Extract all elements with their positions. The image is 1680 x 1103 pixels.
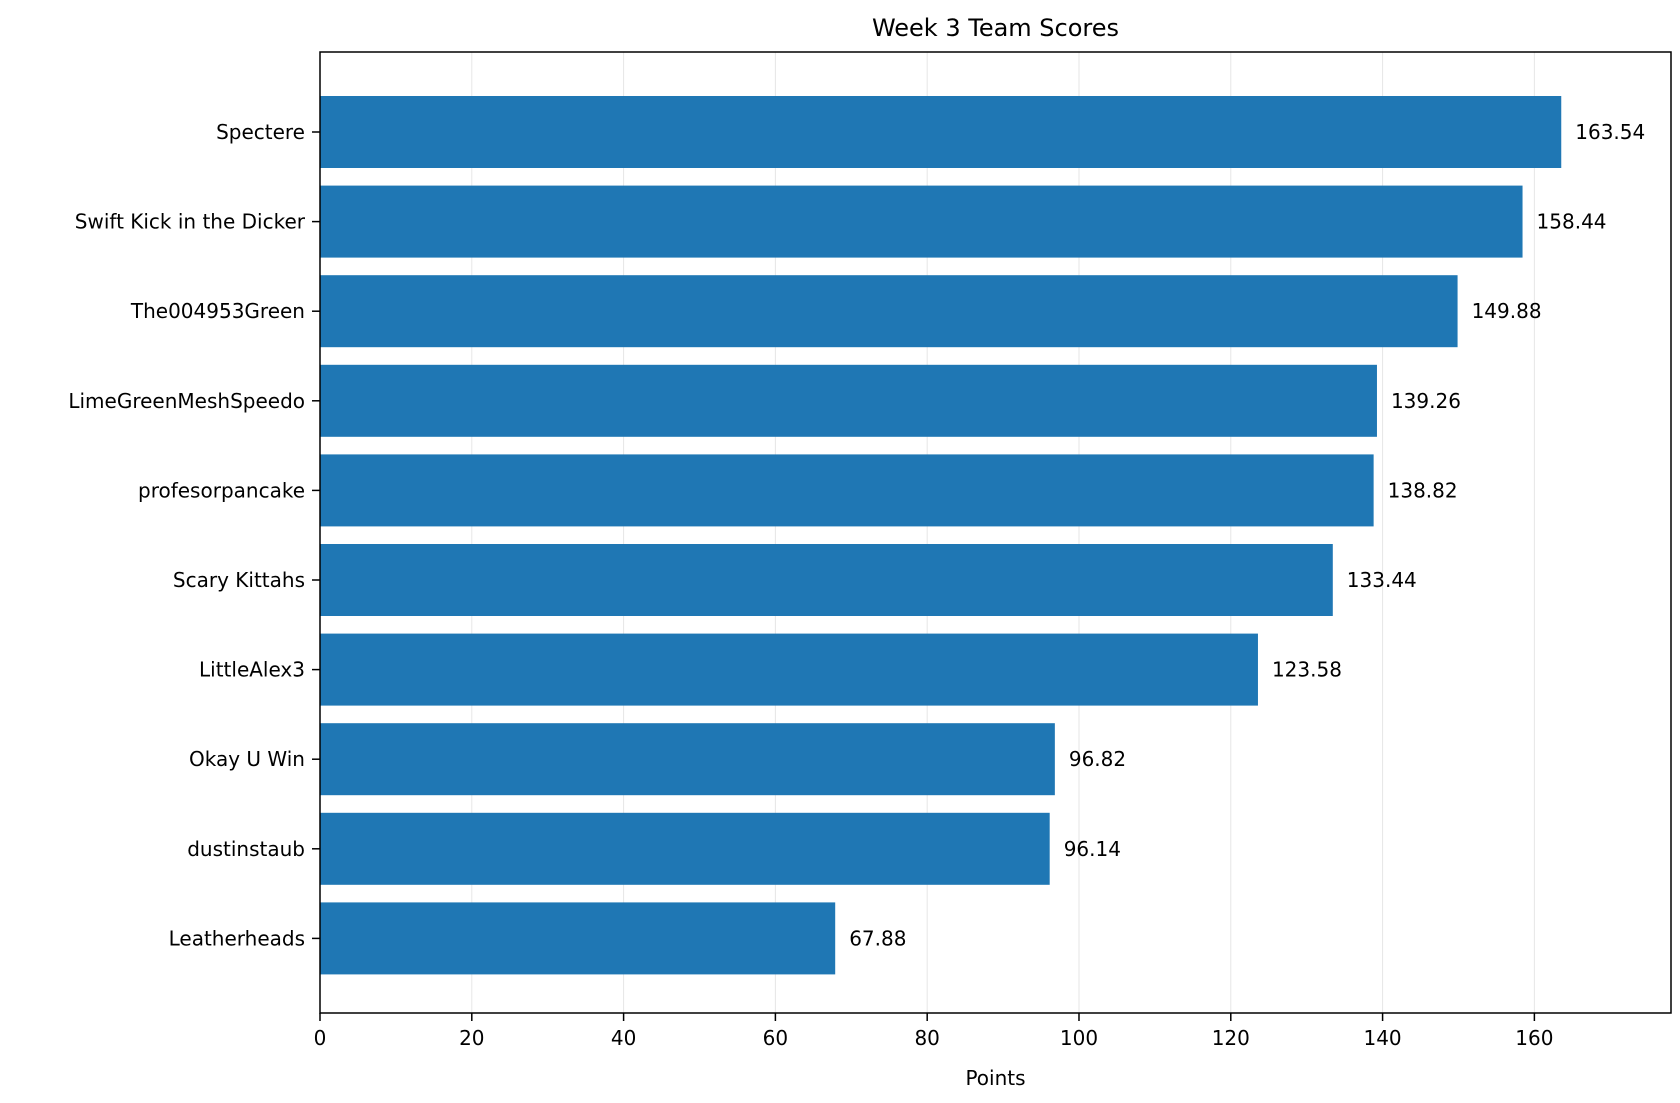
data-label: 133.44 bbox=[1347, 568, 1417, 592]
x-axis-label: Points bbox=[965, 1066, 1025, 1090]
y-tick-label: Scary Kittahs bbox=[173, 568, 305, 592]
y-tick-label: profesorpancake bbox=[138, 478, 305, 502]
x-tick-label: 100 bbox=[1060, 1026, 1098, 1050]
bar bbox=[320, 902, 836, 975]
y-tick-label: Leatherheads bbox=[169, 926, 305, 950]
y-axis-ticks: Spectere Swift Kick in the Dicker The00495… bbox=[68, 120, 320, 950]
bar bbox=[320, 275, 1458, 348]
data-label: 67.88 bbox=[849, 926, 906, 950]
x-tick-label: 40 bbox=[611, 1026, 636, 1050]
y-tick-label: Spectere bbox=[216, 120, 305, 144]
x-tick-label: 0 bbox=[314, 1026, 327, 1050]
y-tick-label: dustinstaub bbox=[187, 837, 305, 861]
bar bbox=[320, 96, 1562, 168]
x-tick-label: 80 bbox=[914, 1026, 939, 1050]
bar bbox=[320, 185, 1523, 258]
bar bbox=[320, 723, 1055, 796]
y-tick-label: Swift Kick in the Dicker bbox=[75, 210, 306, 234]
x-tick-label: 20 bbox=[459, 1026, 484, 1050]
bar bbox=[320, 633, 1258, 706]
data-label: 158.44 bbox=[1537, 210, 1607, 234]
x-tick-label: 160 bbox=[1515, 1026, 1553, 1050]
y-tick-label: The004953Green bbox=[130, 299, 305, 323]
bar bbox=[320, 812, 1050, 885]
x-tick-label: 140 bbox=[1363, 1026, 1401, 1050]
data-label: 123.58 bbox=[1272, 658, 1342, 682]
data-label: 163.54 bbox=[1575, 120, 1645, 144]
x-tick-label: 120 bbox=[1212, 1026, 1250, 1050]
y-tick-label: LimeGreenMeshSpeedo bbox=[68, 389, 305, 413]
data-label: 138.82 bbox=[1388, 478, 1458, 502]
data-label: 149.88 bbox=[1472, 299, 1542, 323]
data-labels: 163.54 158.44 149.88 139.26 138.82 133.44 123.… bbox=[849, 120, 1645, 950]
bar bbox=[320, 454, 1374, 527]
plot-frame bbox=[319, 51, 1672, 1014]
bars bbox=[320, 96, 1562, 975]
x-tick-label: 60 bbox=[763, 1026, 788, 1050]
chart-title: Week 3 Team Scores bbox=[872, 14, 1119, 42]
data-label: 139.26 bbox=[1391, 389, 1461, 413]
x-axis-ticks: 0 20 40 60 80 100 120 140 160 bbox=[314, 1013, 1553, 1050]
bar bbox=[320, 544, 1333, 616]
data-label: 96.82 bbox=[1069, 747, 1126, 771]
y-tick-label: LittleAlex3 bbox=[199, 658, 305, 682]
bar bbox=[320, 364, 1377, 437]
data-label: 96.14 bbox=[1064, 837, 1121, 861]
y-tick-label: Okay U Win bbox=[189, 747, 305, 771]
